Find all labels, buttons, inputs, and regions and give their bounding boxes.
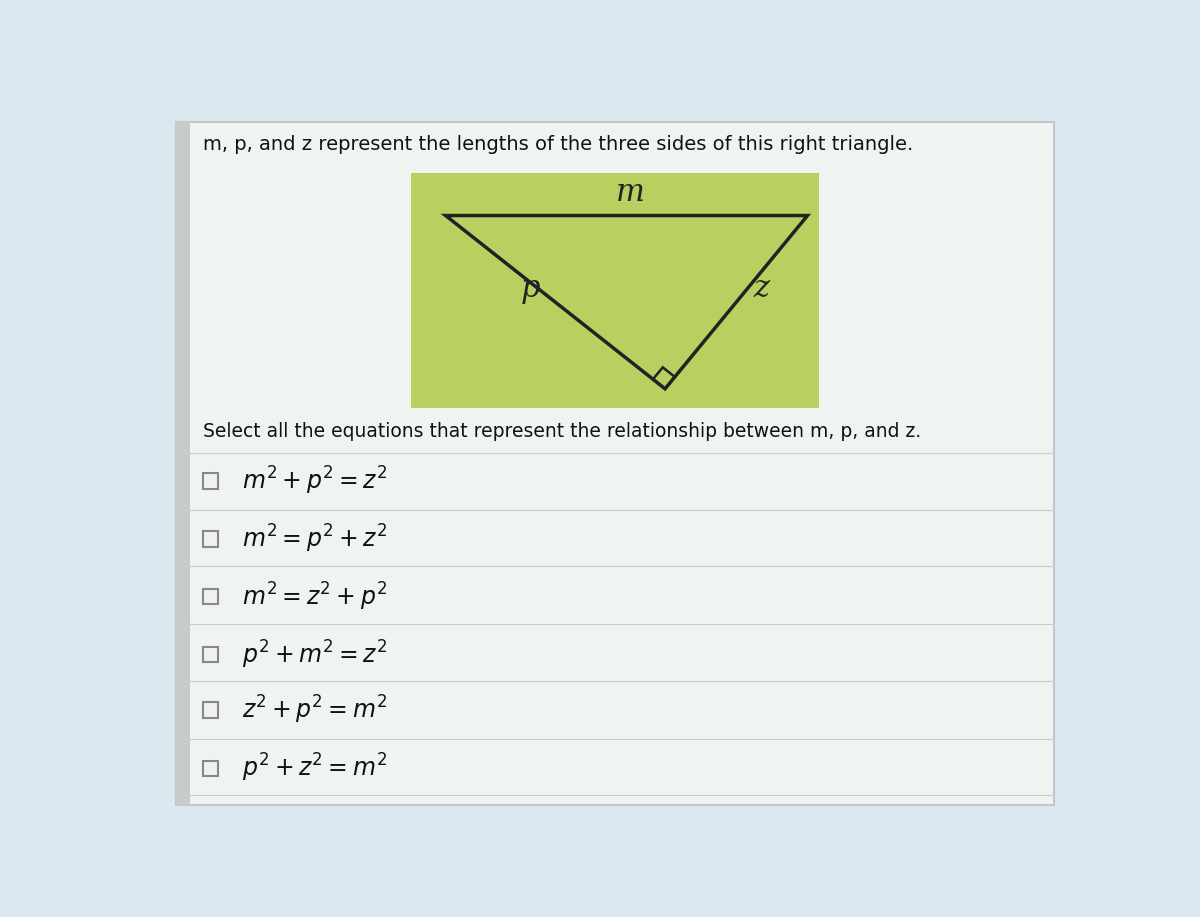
Text: p: p	[521, 273, 540, 304]
Bar	[203, 473, 218, 489]
Text: $m^2 + p^2 = z^2$: $m^2 + p^2 = z^2$	[241, 465, 386, 497]
Text: $p^2 + z^2 = m^2$: $p^2 + z^2 = m^2$	[241, 752, 386, 784]
Bar	[203, 589, 218, 604]
Text: m, p, and z represent the lengths of the three sides of this right triangle.: m, p, and z represent the lengths of the…	[203, 135, 913, 154]
Text: m: m	[616, 177, 644, 208]
Bar	[203, 646, 218, 662]
Text: z: z	[754, 273, 769, 304]
Bar	[410, 173, 820, 408]
Text: Select all the equations that represent the relationship between m, p, and z.: Select all the equations that represent …	[203, 422, 922, 441]
Text: $m^2 = z^2 + p^2$: $m^2 = z^2 + p^2$	[241, 580, 386, 613]
Text: $z^2 + p^2 = m^2$: $z^2 + p^2 = m^2$	[241, 694, 386, 726]
Bar	[176, 122, 190, 804]
Bar	[203, 761, 218, 776]
Text: $m^2 = p^2 + z^2$: $m^2 = p^2 + z^2$	[241, 523, 386, 555]
Bar	[203, 702, 218, 718]
Text: $p^2 + m^2 = z^2$: $p^2 + m^2 = z^2$	[241, 638, 386, 670]
Bar	[203, 531, 218, 547]
